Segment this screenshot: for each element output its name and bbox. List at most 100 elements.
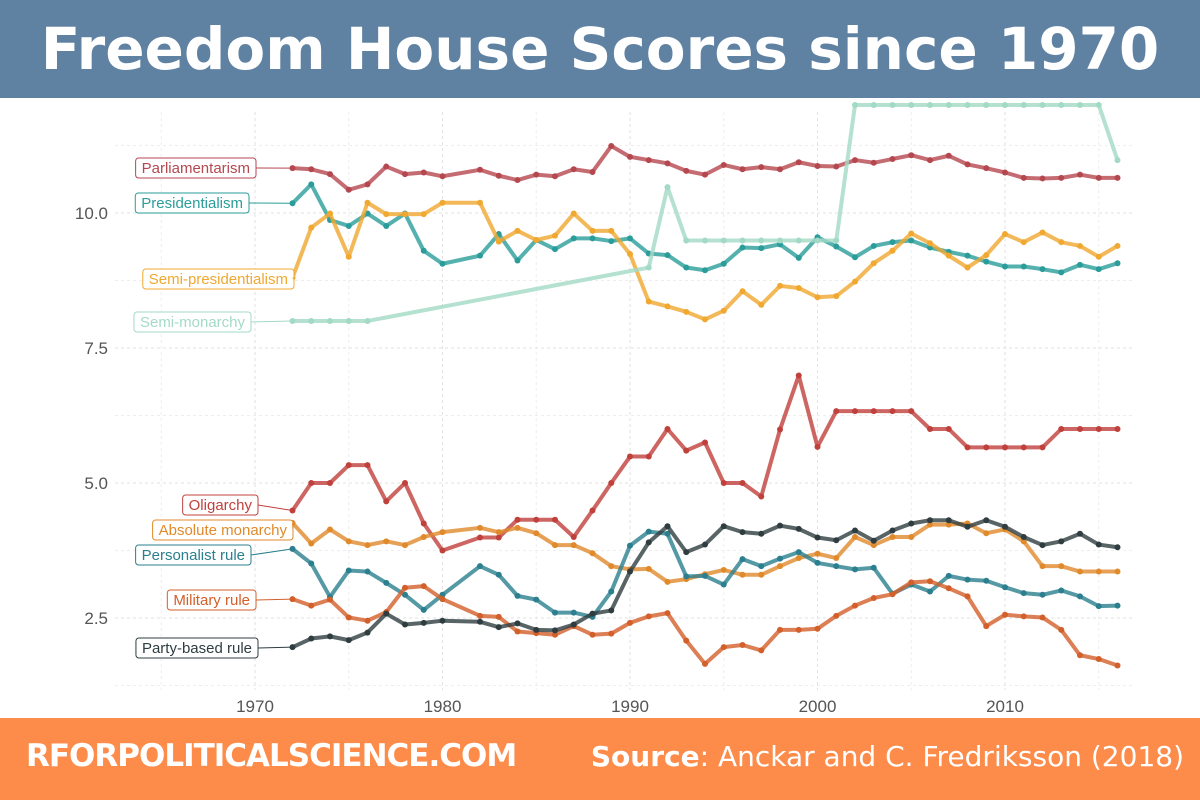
- data-point: [683, 167, 690, 174]
- data-point: [1095, 174, 1102, 181]
- data-point: [833, 243, 840, 250]
- data-point: [664, 610, 671, 617]
- series-label: Absolute monarchy: [152, 519, 294, 541]
- data-point: [889, 591, 896, 598]
- data-point: [889, 534, 896, 540]
- data-point: [420, 583, 427, 590]
- data-point: [402, 542, 408, 549]
- data-point: [1077, 261, 1083, 268]
- data-point: [833, 612, 840, 619]
- x-tick-label: 2010: [986, 697, 1024, 716]
- data-point: [702, 572, 708, 579]
- data-point: [1114, 174, 1121, 181]
- data-point: [720, 480, 727, 486]
- data-point: [927, 588, 933, 595]
- data-point: [627, 542, 633, 549]
- data-point: [589, 235, 596, 242]
- data-point: [1020, 102, 1027, 108]
- data-point: [795, 549, 802, 556]
- data-point: [814, 559, 821, 566]
- label-connector: [257, 646, 293, 649]
- data-point: [1095, 568, 1102, 575]
- series-semi-monarchy: [289, 102, 1121, 324]
- footer-banner: RFORPOLITICALSCIENCE.COM Source: Anckar …: [0, 718, 1200, 800]
- data-point: [1058, 426, 1065, 432]
- data-point: [364, 542, 371, 549]
- data-point: [439, 260, 446, 267]
- data-point: [739, 480, 746, 486]
- line-chart: Parliamentarism Presidentialism Semi-presi…: [75, 102, 1135, 716]
- data-point: [1039, 266, 1046, 273]
- data-point: [1039, 444, 1046, 451]
- data-point: [777, 555, 783, 562]
- data-point: [383, 579, 390, 586]
- data-point: [683, 237, 690, 244]
- data-point: [420, 520, 427, 527]
- series-label: Party-based rule: [135, 637, 293, 659]
- source-label: Source: [590, 740, 700, 773]
- data-point: [477, 199, 483, 206]
- data-point: [1039, 229, 1046, 236]
- data-point: [552, 232, 558, 239]
- data-point: [852, 566, 858, 573]
- data-point: [964, 593, 971, 600]
- series-label-text: Absolute monarchy: [159, 522, 288, 539]
- data-point: [1058, 538, 1065, 545]
- website-link[interactable]: RFORPOLITICALSCIENCE.COM: [26, 738, 517, 774]
- data-point: [1039, 563, 1046, 570]
- data-point: [477, 166, 483, 173]
- source-text: : Anckar and C. Fredriksson (2018): [699, 740, 1184, 773]
- data-point: [364, 617, 371, 624]
- data-point: [345, 614, 352, 621]
- data-point: [514, 227, 521, 234]
- data-point: [1077, 171, 1083, 178]
- series-absolute-monarchy: [289, 519, 1121, 585]
- series-label: Military rule: [166, 589, 293, 611]
- data-point: [927, 102, 933, 108]
- data-point: [683, 637, 690, 644]
- label-connector: [292, 522, 294, 531]
- data-point: [983, 165, 990, 172]
- data-point: [795, 626, 802, 633]
- data-point: [1058, 269, 1065, 276]
- data-point: [402, 584, 408, 591]
- data-point: [364, 568, 371, 575]
- data-point: [795, 237, 802, 244]
- data-point: [983, 530, 990, 537]
- data-point: [608, 607, 615, 614]
- data-point: [514, 524, 521, 531]
- data-point: [927, 157, 933, 164]
- data-point: [720, 644, 727, 651]
- series-oligarchy: [289, 372, 1121, 554]
- data-point: [383, 498, 390, 505]
- data-point: [1002, 169, 1008, 176]
- data-point: [345, 567, 352, 574]
- data-point: [327, 171, 333, 178]
- data-point: [402, 171, 408, 178]
- data-point: [589, 631, 596, 638]
- data-point: [758, 530, 765, 537]
- data-point: [402, 621, 408, 628]
- data-point: [720, 566, 727, 573]
- data-point: [683, 447, 690, 454]
- data-point: [345, 462, 352, 469]
- data-point: [552, 627, 558, 634]
- data-point: [477, 534, 483, 541]
- data-point: [889, 102, 896, 108]
- y-tick-label: 5.0: [84, 474, 108, 493]
- x-tick-label: 1970: [236, 697, 274, 716]
- data-point: [833, 293, 840, 300]
- data-point: [814, 625, 821, 632]
- data-point: [664, 426, 671, 432]
- data-point: [439, 617, 446, 624]
- data-point: [720, 307, 727, 314]
- data-point: [383, 538, 390, 545]
- data-point: [983, 577, 990, 584]
- data-point: [814, 550, 821, 557]
- data-point: [570, 542, 577, 549]
- data-point: [664, 160, 671, 167]
- data-point: [589, 168, 596, 175]
- series-label-text: Semi-presidentialism: [149, 271, 288, 288]
- data-point: [327, 318, 333, 324]
- data-point: [533, 596, 540, 603]
